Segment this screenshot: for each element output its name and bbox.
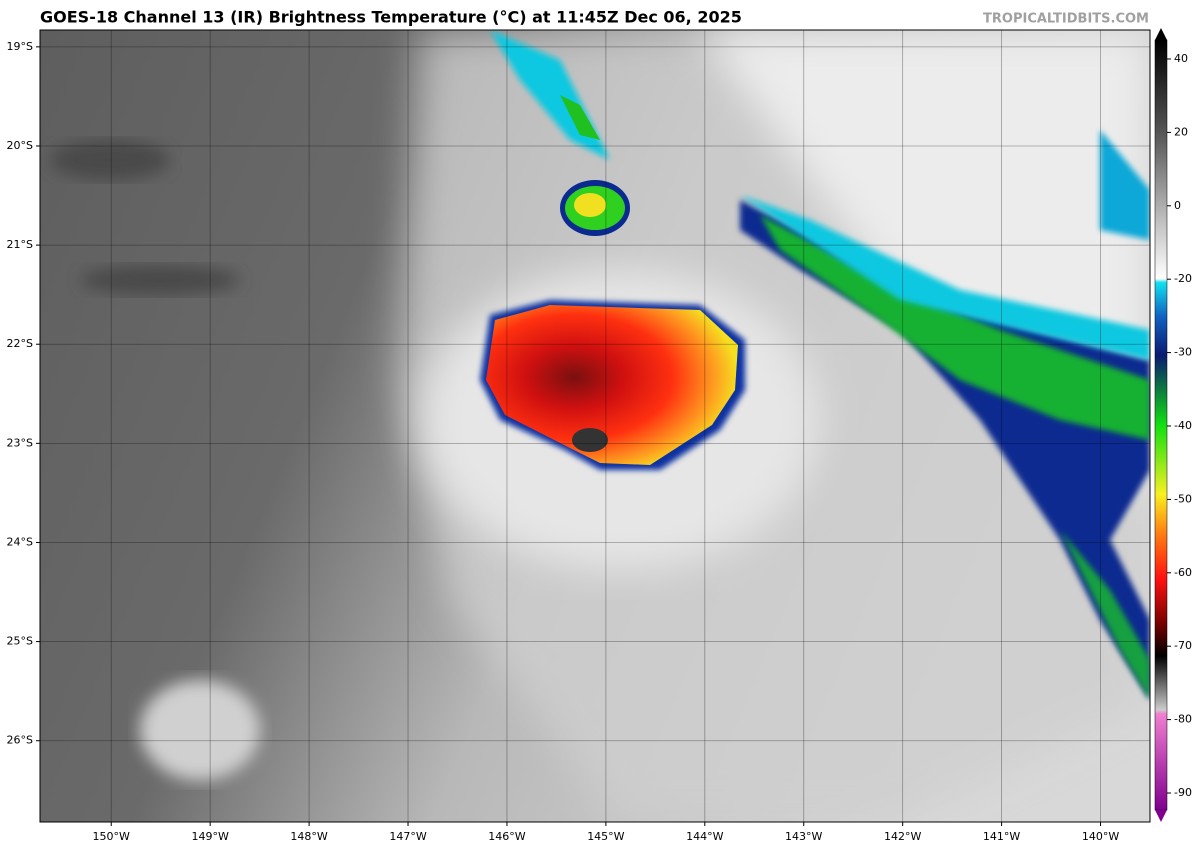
x-tick-label: 150°W [93, 830, 130, 843]
y-tick-label: 19°S [7, 40, 33, 53]
y-tick-label: 20°S [7, 139, 33, 152]
colorbar-tick-label: -50 [1174, 492, 1192, 505]
x-tick-label: 141°W [983, 830, 1020, 843]
x-tick-label: 146°W [488, 830, 525, 843]
y-tick-label: 24°S [7, 535, 33, 548]
x-tick-label: 143°W [785, 830, 822, 843]
colorbar-extend-bottom [1155, 810, 1167, 822]
colorbar-tick-label: -30 [1174, 346, 1192, 359]
colorbar-tick-label: -90 [1174, 786, 1192, 799]
colorbar-tick-label: -60 [1174, 566, 1192, 579]
y-tick-label: 25°S [7, 635, 33, 648]
y-tick-label: 22°S [7, 337, 33, 350]
colorbar [1154, 39, 1168, 811]
colorbar-tick-label: -70 [1174, 639, 1192, 652]
colorbar-extend-top [1155, 28, 1167, 40]
x-tick-label: 148°W [290, 830, 327, 843]
colorbar-tick-label: 40 [1174, 52, 1188, 65]
colorbar-tick-label: 0 [1174, 199, 1181, 212]
y-tick-label: 26°S [7, 734, 33, 747]
chart-title: GOES-18 Channel 13 (IR) Brightness Tempe… [40, 8, 742, 27]
x-tick-label: 140°W [1082, 830, 1119, 843]
colorbar-tick-label: 20 [1174, 125, 1188, 138]
x-tick-label: 149°W [191, 830, 228, 843]
x-tick-label: 144°W [686, 830, 723, 843]
x-tick-label: 142°W [884, 830, 921, 843]
colorbar-tick-label: -40 [1174, 419, 1192, 432]
colorbar-tick-label: -80 [1174, 713, 1192, 726]
y-tick-label: 21°S [7, 238, 33, 251]
plot-frame [39, 29, 1151, 823]
x-tick-label: 147°W [389, 830, 426, 843]
x-tick-label: 145°W [587, 830, 624, 843]
watermark: TROPICALTIDBITS.COM [983, 12, 1149, 27]
satellite-image [40, 30, 1150, 822]
colorbar-tick-label: -20 [1174, 272, 1192, 285]
y-tick-label: 23°S [7, 436, 33, 449]
